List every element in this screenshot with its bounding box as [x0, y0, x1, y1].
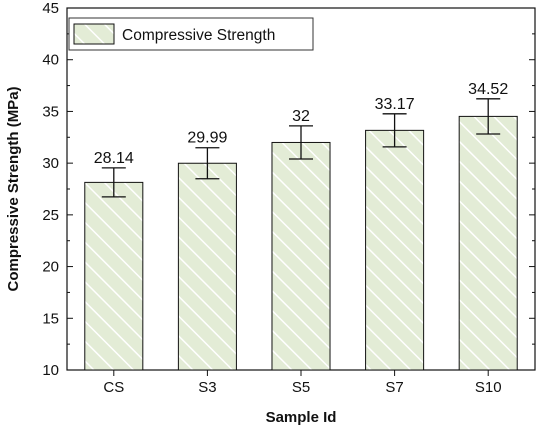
y-tick-label: 10 [42, 362, 59, 379]
x-tick-label: S3 [198, 379, 216, 396]
x-axis-title: Sample Id [266, 409, 337, 426]
data-label: 28.14 [94, 150, 134, 167]
y-tick-label: 45 [42, 0, 59, 17]
legend-swatch [73, 23, 115, 45]
data-label: 33.17 [375, 96, 415, 113]
y-tick-label: 40 [42, 52, 59, 69]
x-tick-label: S7 [385, 379, 403, 396]
bar [84, 181, 144, 371]
bar [458, 115, 518, 371]
bar [365, 129, 425, 371]
data-label: 34.52 [468, 81, 508, 98]
y-tick-label: 35 [42, 103, 59, 120]
y-tick-label: 30 [42, 155, 59, 172]
bar [271, 141, 331, 371]
y-tick-label: 25 [42, 207, 59, 224]
y-tick-label: 15 [42, 310, 59, 327]
legend-label: Compressive Strength [122, 27, 275, 44]
x-tick-label: S10 [475, 379, 502, 396]
x-tick-label: CS [103, 379, 124, 396]
x-tick-label: S5 [292, 379, 310, 396]
y-tick-label: 20 [42, 259, 59, 276]
y-axis-title: Compressive Strength (MPa) [5, 86, 22, 291]
bar [177, 162, 237, 371]
data-label: 32 [292, 108, 310, 125]
legend: Compressive Strength [68, 17, 314, 51]
data-label: 29.99 [187, 130, 227, 147]
